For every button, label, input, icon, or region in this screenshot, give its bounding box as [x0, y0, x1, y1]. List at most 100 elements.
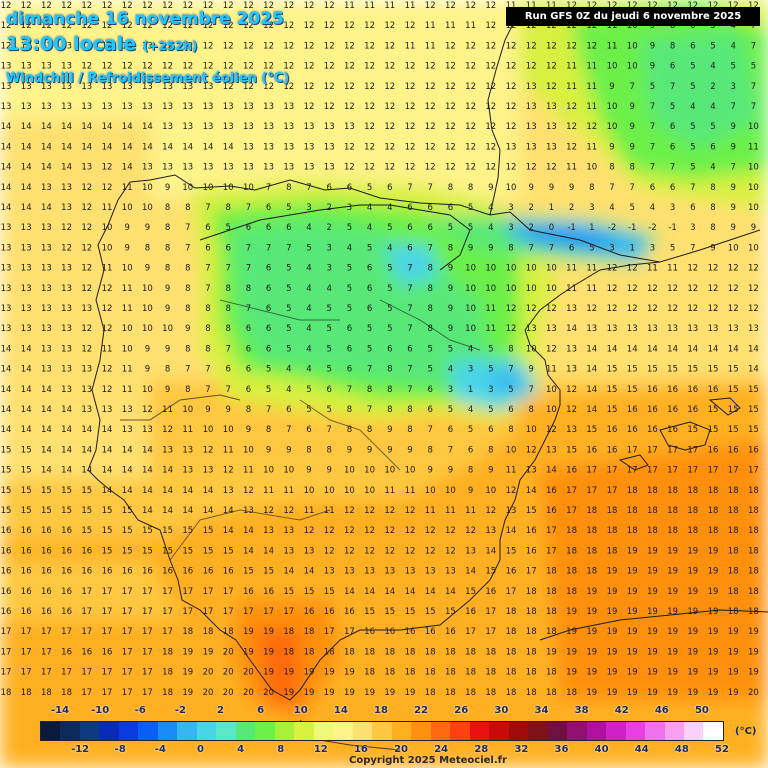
grid-value: 12: [243, 41, 254, 51]
grid-value: 12: [344, 21, 355, 31]
grid-value: 8: [670, 41, 675, 51]
grid-value: 15: [687, 425, 698, 435]
grid-value: 15: [263, 567, 274, 577]
grid-value: 13: [81, 41, 92, 51]
grid-value: 5: [347, 284, 352, 294]
grid-value: 6: [266, 264, 271, 274]
grid-value: 6: [266, 304, 271, 314]
legend-label-bottom: 28: [474, 744, 489, 755]
grid-value: 12: [728, 264, 739, 274]
legend-label-top: 6: [257, 705, 265, 716]
grid-value: 18: [1, 688, 12, 698]
legend-label-bottom: 8: [277, 744, 285, 755]
grid-value: 10: [142, 324, 153, 334]
coastlines-borders: [87, 19, 768, 751]
grid-value: 19: [263, 627, 274, 637]
grid-value: 16: [1, 526, 12, 536]
grid-value: 18: [162, 688, 173, 698]
grid-value: 15: [728, 425, 739, 435]
grid-value: 12: [122, 1, 133, 11]
grid-value: 13: [122, 82, 133, 92]
grid-value: 9: [609, 82, 614, 92]
grid-value: 7: [448, 445, 453, 455]
grid-value: 14: [405, 587, 416, 597]
grid-value: 18: [667, 526, 678, 536]
grid-value: 19: [708, 627, 719, 637]
grid-value: 15: [667, 365, 678, 375]
grid-value: 4: [306, 264, 311, 274]
grid-value: 8: [387, 405, 392, 415]
grid-value: 13: [384, 567, 395, 577]
grid-value: 14: [102, 122, 113, 132]
grid-value: 5: [326, 405, 331, 415]
grid-value: 6: [690, 21, 695, 31]
grid-value: 10: [182, 183, 193, 193]
grid-value: 13: [61, 304, 72, 314]
grid-value: 20: [263, 688, 274, 698]
legend-label-top: -2: [174, 705, 186, 716]
grid-value: 13: [586, 324, 597, 334]
grid-value: 11: [667, 264, 678, 274]
grid-value: 12: [546, 82, 557, 92]
grid-value: 16: [102, 647, 113, 657]
grid-value: 12: [223, 466, 234, 476]
grid-value: 7: [266, 243, 271, 253]
grid-value: 15: [647, 365, 658, 375]
grid-value: 6: [205, 223, 210, 233]
grid-value: 12: [283, 62, 294, 72]
grid-value: 10: [122, 264, 133, 274]
grid-value: 18: [425, 688, 436, 698]
grid-value: 8: [266, 425, 271, 435]
grid-value: 17: [1, 668, 12, 678]
grid-value: 17: [81, 607, 92, 617]
grid-value: 15: [465, 587, 476, 597]
grid-value: 7: [225, 344, 230, 354]
grid-value: 16: [344, 607, 355, 617]
grid-value: 18: [526, 668, 537, 678]
grid-value: 16: [667, 385, 678, 395]
grid-value: 15: [1, 466, 12, 476]
grid-value: 17: [41, 647, 52, 657]
grid-value: 7: [286, 243, 291, 253]
grid-value: 19: [687, 688, 698, 698]
grid-value: 14: [384, 587, 395, 597]
grid-value: 12: [425, 1, 436, 11]
grid-value: 7: [609, 183, 614, 193]
run-banner: Run GFS 0Z du jeudi 6 novembre 2025: [506, 7, 760, 26]
grid-value: 19: [708, 668, 719, 678]
grid-value: 9: [145, 223, 150, 233]
grid-value: 12: [425, 82, 436, 92]
grid-value: 12: [122, 62, 133, 72]
grid-value: 15: [61, 486, 72, 496]
grid-value: 12: [344, 82, 355, 92]
grid-value: 13: [344, 567, 355, 577]
grid-value: 8: [347, 405, 352, 415]
grid-value: 16: [41, 607, 52, 617]
grid-value: 11: [102, 344, 113, 354]
grid-value: 18: [647, 526, 658, 536]
grid-value: 12: [485, 41, 496, 51]
grid-value: 17: [203, 587, 214, 597]
grid-value: 20: [243, 688, 254, 698]
grid-value: 14: [21, 183, 32, 193]
grid-value: 12: [506, 82, 517, 92]
grid-value: 12: [405, 62, 416, 72]
grid-value: 16: [485, 587, 496, 597]
grid-value: 7: [629, 82, 634, 92]
grid-value: 18: [506, 688, 517, 698]
grid-value: 19: [687, 546, 698, 556]
grid-value: 18: [748, 546, 759, 556]
grid-value: 12: [304, 82, 315, 92]
legend-swatch: [255, 722, 275, 740]
legend-swatch: [411, 722, 431, 740]
grid-value: 14: [122, 142, 133, 152]
grid-value: 13: [304, 163, 315, 173]
grid-value: 12: [81, 1, 92, 11]
grid-value: 9: [246, 425, 251, 435]
grid-value: 7: [246, 264, 251, 274]
legend-label-top: 18: [374, 705, 388, 716]
grid-value: 19: [182, 668, 193, 678]
grid-value: 10: [243, 183, 254, 193]
grid-value: 18: [445, 647, 456, 657]
